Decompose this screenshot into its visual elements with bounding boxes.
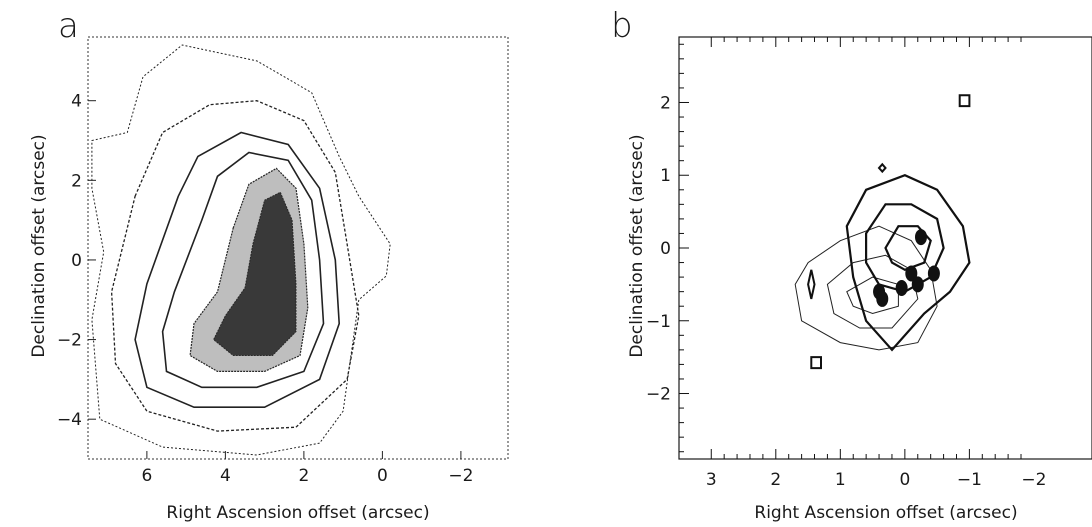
chart-b-clump-7 [914,229,927,246]
chart-a-contour-3 [134,131,341,408]
chart-a-xlabel: Right Ascension offset (arcsec) [166,503,429,523]
chart-b-clump-3 [895,280,908,297]
chart-b-xtick-label: 3 [706,470,717,490]
chart-b-small-contour-2 [810,356,822,370]
chart-b-clump-2 [876,290,889,307]
chart-b-xtick-label: −2 [1021,470,1046,490]
chart-a-xtick-label: 0 [377,466,388,486]
chart-a-ylabel: Declination offset (arcsec) [29,134,49,357]
chart-b-xtick-label: 2 [770,470,781,490]
chart-b-small-contour-1 [807,269,816,300]
chart-b-ytick-label: 2 [660,93,671,113]
chart-a-ytick-label: 0 [71,251,82,271]
chart-b-y-ticks: 2 1 0 −1 −2 [646,43,689,453]
chart-a-contour-1 [91,44,391,456]
chart-b-small-contour-3 [958,94,971,108]
chart-b-thin-contour-1 [794,225,938,351]
chart-b-contours [794,94,971,370]
chart-a-mid-shading [190,168,308,372]
chart-b: 3 2 1 0 −1 −2 2 1 0 −1 −2 Right Ascension offset … [627,36,1092,523]
chart-b-ytick-label: 1 [660,166,671,186]
chart-b-ytick-label: −2 [646,385,671,405]
chart-b-bold-contour-1 [845,174,971,352]
chart-a-x-ticks: 6 4 2 0 −2 [141,451,473,486]
chart-b-xtick-label: −1 [957,470,982,490]
chart-b-ytick-label: 0 [660,239,671,259]
chart-a-xtick-label: 6 [141,466,152,486]
chart-a-ytick-label: 4 [71,92,82,112]
chart-b-xtick-label: 1 [835,470,846,490]
chart-b-clump-5 [911,276,924,293]
chart-b-thin-contour-2 [826,254,919,329]
chart-a-dense-core [213,192,296,356]
chart-a-ytick-label: −4 [57,410,82,430]
chart-b-thin-contour-3 [846,276,899,315]
chart-b-x-ticks: 3 2 1 0 −1 −2 [706,37,1046,490]
chart-a-contour-5 [189,167,309,372]
panel-b-letter: b [611,6,633,46]
chart-b-bold-contour-3 [884,225,932,272]
chart-b-bold-contour-2 [865,203,945,293]
chart-b-clump-4 [905,265,918,282]
chart-a-xtick-label: 4 [220,466,231,486]
chart-a-xtick-label: −2 [448,466,473,486]
chart-b-small-contour-4 [877,162,887,174]
panel-a-letter: a [58,6,79,46]
chart-b-xlabel: Right Ascension offset (arcsec) [754,503,1017,523]
chart-b-clump-6 [927,265,940,282]
chart-a-frame [87,36,509,460]
chart-b-ylabel: Declination offset (arcsec) [627,134,647,357]
chart-a-ytick-label: −2 [57,331,82,351]
chart-a-contour-4 [161,151,325,389]
chart-a-ytick-label: 2 [71,171,82,191]
chart-a: 6 4 2 0 −2 4 2 0 −2 −4 Right Ascension offset (a… [29,36,509,523]
chart-a-y-ticks: 4 2 0 −2 −4 [57,92,96,430]
chart-b-xtick-label: 0 [899,470,910,490]
chart-a-xtick-label: 2 [298,466,309,486]
chart-b-ytick-label: −1 [646,312,671,332]
chart-a-contours [91,44,391,456]
